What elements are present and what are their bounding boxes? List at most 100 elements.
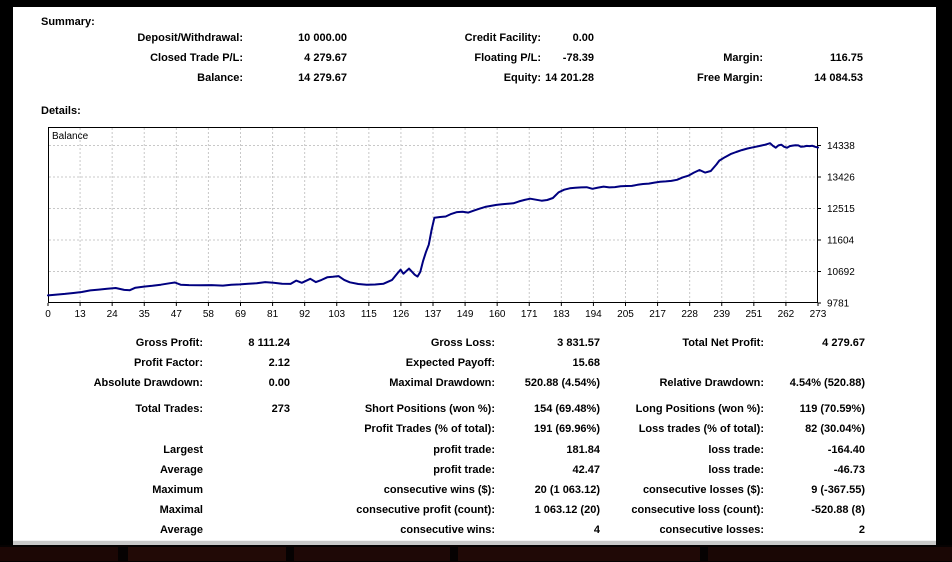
details-section-title: Details: [41, 105, 81, 117]
x-axis-tick-label: 205 [617, 309, 634, 319]
x-axis-tick-label: 183 [553, 309, 570, 319]
stats-value: 4.54% (520.88) [789, 377, 865, 389]
x-axis-tick-label: 103 [328, 309, 345, 319]
summary-value: 116.75 [829, 52, 863, 64]
x-axis-tick-label: 0 [45, 309, 51, 319]
balance-chart: 0 13 24 35 47 58 69 81 92 103 115 126 137 149 160 171 18… [45, 127, 855, 319]
summary-value: 14 201.28 [545, 72, 594, 84]
stats-label: Maximal Drawdown: [389, 377, 495, 389]
x-axis-tick-label: 273 [810, 309, 827, 319]
stats-value: 181.84 [566, 444, 600, 456]
summary-label: Equity: [503, 72, 541, 84]
stats-label: consecutive losses: [659, 524, 764, 536]
stats-value: 154 (69.48%) [533, 403, 600, 415]
summary-value: 0.00 [572, 32, 594, 44]
stats-value: 119 (70.59%) [799, 403, 865, 415]
stats-value: 4 279.67 [822, 337, 865, 349]
stats-label: Expected Payoff: [405, 357, 495, 369]
stats-label: consecutive wins ($): [383, 484, 495, 496]
stats-label: consecutive wins: [400, 524, 495, 536]
stats-label: Maximum [152, 484, 203, 496]
stats-label: Loss trades (% of total): [638, 423, 764, 435]
stats-label: consecutive losses ($): [642, 484, 764, 496]
stats-value: 42.47 [572, 464, 600, 476]
summary-section-title: Summary: [41, 16, 95, 28]
y-axis-tick-label: 13426 [827, 173, 855, 184]
x-axis-tick-label: 137 [425, 309, 442, 319]
x-axis-tick-label: 262 [778, 309, 795, 319]
stats-value: 2.12 [268, 357, 290, 369]
balance-line [47, 142, 819, 297]
stats-value: 9 (-367.55) [811, 484, 865, 496]
stats-value: 1 063.12 (20) [534, 504, 600, 516]
background-texture-segment [458, 547, 700, 561]
stats-value: 15.68 [572, 357, 600, 369]
stats-label: Short Positions (won %): [364, 403, 495, 415]
x-axis-tick-label: 126 [393, 309, 410, 319]
summary-value: 14 084.53 [814, 72, 863, 84]
stats-label: Total Trades: [135, 403, 203, 415]
stats-label: consecutive loss (count): [631, 504, 764, 516]
stats-label: Absolute Drawdown: [93, 377, 203, 389]
x-axis-tick-label: 239 [713, 309, 730, 319]
stats-value: 2 [858, 524, 865, 536]
summary-label: Closed Trade P/L: [150, 52, 243, 64]
stats-value: 3 831.57 [557, 337, 600, 349]
report-window [13, 7, 936, 540]
summary-label: Free Margin: [696, 72, 763, 84]
stats-label: Gross Loss: [430, 337, 495, 349]
summary-value: -78.39 [562, 52, 594, 64]
x-axis-tick-label: 58 [203, 309, 215, 319]
stats-value: 20 (1 063.12) [534, 484, 600, 496]
stats-label: Total Net Profit: [682, 337, 764, 349]
background-texture-segment [708, 547, 952, 561]
stats-label: Profit Trades (% of total): [364, 423, 495, 435]
desktop-background-strip [0, 545, 952, 562]
x-axis-tick-label: 92 [299, 309, 311, 319]
stats-label: Profit Factor: [133, 357, 203, 369]
x-axis-tick-label: 13 [75, 309, 87, 319]
stats-label: Gross Profit: [135, 337, 203, 349]
x-axis-tick-label: 194 [585, 309, 602, 319]
x-axis-tick-label: 171 [521, 309, 538, 319]
x-axis-tick-label: 115 [361, 309, 377, 319]
stats-label: Average [159, 524, 203, 536]
x-axis-tick-label: 81 [267, 309, 279, 319]
stats-value: 520.88 (4.54%) [524, 377, 600, 389]
stats-label: profit trade: [433, 444, 495, 456]
summary-label: Balance: [197, 72, 243, 84]
background-texture-segment [294, 547, 450, 561]
stats-value: -46.73 [833, 464, 865, 476]
stats-value: 0.00 [268, 377, 290, 389]
window-bottom-edge [13, 540, 936, 545]
x-axis-tick-label: 69 [235, 309, 247, 319]
stats-value: 191 (69.96%) [533, 423, 600, 435]
x-axis-tick-label: 217 [649, 309, 666, 319]
stats-value: 273 [271, 403, 290, 415]
stats-label: Long Positions (won %): [635, 403, 764, 415]
stats-label: consecutive profit (count): [356, 504, 495, 516]
summary-label: Floating P/L: [474, 52, 541, 64]
background-texture-segment [0, 547, 118, 561]
x-axis-tick-label: 149 [457, 309, 474, 319]
x-axis-tick-label: 228 [681, 309, 698, 319]
stats-value: -520.88 (8) [811, 504, 865, 516]
stats-value: 8 111.24 [248, 337, 290, 349]
stats-label: Largest [163, 444, 203, 456]
stats-label: profit trade: [433, 464, 495, 476]
stats-label: loss trade: [708, 444, 764, 456]
x-axis-tick-label: 47 [171, 309, 183, 319]
background-texture-segment [128, 547, 286, 561]
summary-label: Credit Facility: [464, 32, 541, 44]
stats-label: Maximal [159, 504, 203, 516]
summary-label: Margin: [723, 52, 763, 64]
summary-value: 10 000.00 [298, 32, 347, 44]
stats-label: Relative Drawdown: [659, 377, 764, 389]
y-axis-tick-label: 12515 [827, 204, 855, 215]
x-axis-tick-label: 24 [107, 309, 119, 319]
y-axis-tick-label: 9781 [827, 299, 850, 310]
x-axis-tick-label: 251 [745, 309, 762, 319]
stats-label: loss trade: [708, 464, 764, 476]
stats-value: -164.40 [827, 444, 865, 456]
